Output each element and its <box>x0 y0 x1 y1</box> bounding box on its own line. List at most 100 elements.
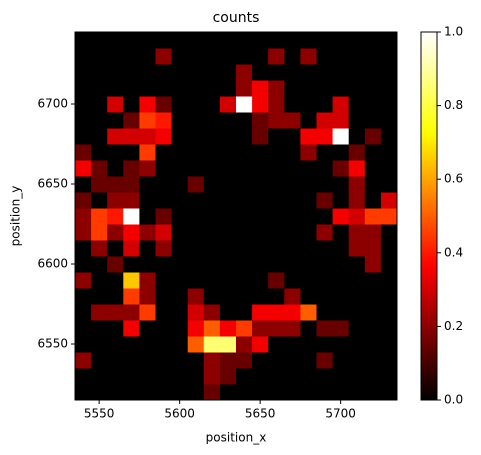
heatmap-cell <box>187 320 205 337</box>
heatmap-cell <box>252 288 269 305</box>
heatmap-cell <box>284 352 301 369</box>
heatmap-cell <box>203 160 221 177</box>
heatmap-cell <box>139 384 156 401</box>
heatmap-cell <box>187 144 205 161</box>
heatmap-cell <box>348 160 366 177</box>
heatmap-cell <box>284 320 301 337</box>
heatmap-cell <box>300 272 317 289</box>
heatmap-cell <box>75 384 92 401</box>
heatmap-cell <box>171 176 189 193</box>
heatmap-cell <box>332 320 350 337</box>
heatmap-cell <box>219 192 237 209</box>
heatmap-cell <box>155 224 173 241</box>
heatmap-cell <box>332 224 350 241</box>
heatmap-cell <box>332 128 350 145</box>
heatmap-cell <box>380 160 398 177</box>
heatmap-cell <box>380 384 398 401</box>
heatmap-cell <box>364 64 382 81</box>
heatmap-cell <box>332 160 350 177</box>
heatmap-cell <box>171 96 189 113</box>
heatmap-cell <box>380 112 398 129</box>
heatmap-cell <box>268 208 285 225</box>
heatmap-cell <box>380 96 398 113</box>
heatmap-cell <box>187 112 205 129</box>
heatmap-cell <box>219 384 237 401</box>
heatmap-cell <box>123 144 140 161</box>
heatmap-cell <box>316 96 334 113</box>
heatmap-cell <box>107 64 124 81</box>
heatmap-cell <box>91 96 108 113</box>
heatmap-cell <box>268 192 285 209</box>
heatmap-cell <box>75 272 92 289</box>
heatmap-cell <box>316 32 334 49</box>
heatmap-cell <box>171 368 189 385</box>
heatmap-cell <box>268 384 285 401</box>
heatmap-cell <box>300 224 317 241</box>
heatmap-cell <box>91 336 108 353</box>
heatmap-cell <box>155 32 173 49</box>
heatmap-cell <box>155 208 173 225</box>
chart-title: counts <box>213 10 260 26</box>
heatmap-cell <box>123 32 140 49</box>
heatmap-cell <box>300 336 317 353</box>
heatmap-cell <box>91 240 108 257</box>
heatmap-cell <box>316 80 334 97</box>
colorbar-tick-label: 0.8 <box>444 98 463 112</box>
heatmap-cell <box>284 32 301 49</box>
heatmap-cell <box>252 272 269 289</box>
heatmap-cell <box>332 96 350 113</box>
heatmap-cell <box>316 352 334 369</box>
heatmap-cell <box>380 304 398 321</box>
heatmap-cell <box>187 272 205 289</box>
colorbar-tick-label: 0.0 <box>444 393 463 407</box>
heatmap-cell <box>139 256 156 273</box>
heatmap-cell <box>187 304 205 321</box>
heatmap-cell <box>139 144 156 161</box>
heatmap-cell <box>91 48 108 65</box>
heatmap-cell <box>75 288 92 305</box>
heatmap-cell <box>123 304 140 321</box>
heatmap-cell <box>171 256 189 273</box>
heatmap-cell <box>91 32 108 49</box>
heatmap-cell <box>364 208 382 225</box>
heatmap-cell <box>155 336 173 353</box>
heatmap-cell <box>364 240 382 257</box>
heatmap-cell <box>203 48 221 65</box>
heatmap-cell <box>139 64 156 81</box>
heatmap-cell <box>348 112 366 129</box>
heatmap-cell <box>219 256 237 273</box>
heatmap-cell <box>300 240 317 257</box>
heatmap-cell <box>75 368 92 385</box>
heatmap-cell <box>252 352 269 369</box>
heatmap-cell <box>75 176 92 193</box>
heatmap-cell <box>171 288 189 305</box>
heatmap-cell <box>364 32 382 49</box>
heatmap-cell <box>171 224 189 241</box>
heatmap-cell <box>203 368 221 385</box>
heatmap-cell <box>300 176 317 193</box>
x-tick-label: 5700 <box>325 407 356 421</box>
heatmap-cell <box>364 352 382 369</box>
heatmap-cell <box>155 256 173 273</box>
heatmap-cell <box>380 240 398 257</box>
heatmap-cell <box>300 384 317 401</box>
heatmap-cell <box>236 64 253 81</box>
heatmap-cell <box>171 80 189 97</box>
x-tick-label: 5550 <box>84 407 115 421</box>
heatmap-cell <box>75 352 92 369</box>
heatmap-cell <box>123 352 140 369</box>
heatmap-cell <box>252 64 269 81</box>
heatmap-cell <box>252 256 269 273</box>
heatmap-cell <box>139 32 156 49</box>
heatmap-cell <box>284 304 301 321</box>
heatmap-cell <box>139 112 156 129</box>
heatmap-cell <box>316 368 334 385</box>
heatmap-cell <box>252 96 269 113</box>
heatmap-cell <box>332 32 350 49</box>
heatmap-cell <box>203 240 221 257</box>
heatmap-cell <box>91 144 108 161</box>
heatmap-cell <box>316 176 334 193</box>
heatmap-cell <box>284 288 301 305</box>
heatmap-cell <box>155 320 173 337</box>
